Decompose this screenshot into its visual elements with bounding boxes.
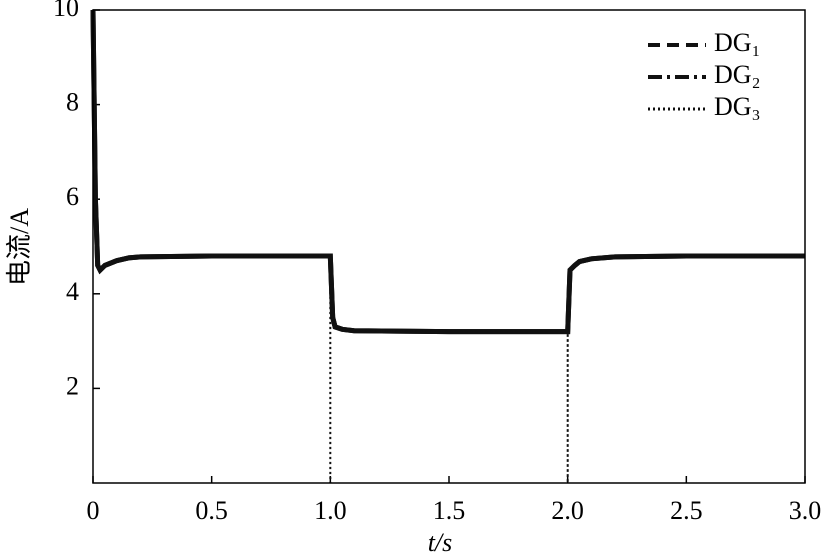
plot-frame xyxy=(92,9,806,484)
x-tick-label: 2.0 xyxy=(551,496,584,525)
y-tick-label: 4 xyxy=(66,277,79,306)
x-tick-label: 3.0 xyxy=(789,496,822,525)
y-tick-label: 10 xyxy=(53,0,79,22)
legend-label: DG₁ xyxy=(714,28,761,57)
series-line xyxy=(90,9,805,335)
x-axis-label: t/s xyxy=(428,528,453,557)
y-tick-label: 8 xyxy=(66,88,79,117)
x-tick-label: 0 xyxy=(87,496,100,525)
y-tick-label: 2 xyxy=(66,371,79,400)
x-tick-label: 1.0 xyxy=(314,496,347,525)
x-tick-label: 1.5 xyxy=(433,496,466,525)
legend-label: DG₃ xyxy=(714,92,761,121)
y-tick-label: 6 xyxy=(66,182,79,211)
x-tick-label: 2.5 xyxy=(670,496,703,525)
series-line xyxy=(90,9,805,335)
x-tick-label: 0.5 xyxy=(195,496,228,525)
series-line xyxy=(92,9,805,483)
y-axis-label: 电流/A xyxy=(5,208,34,286)
legend-label: DG₂ xyxy=(714,60,761,89)
